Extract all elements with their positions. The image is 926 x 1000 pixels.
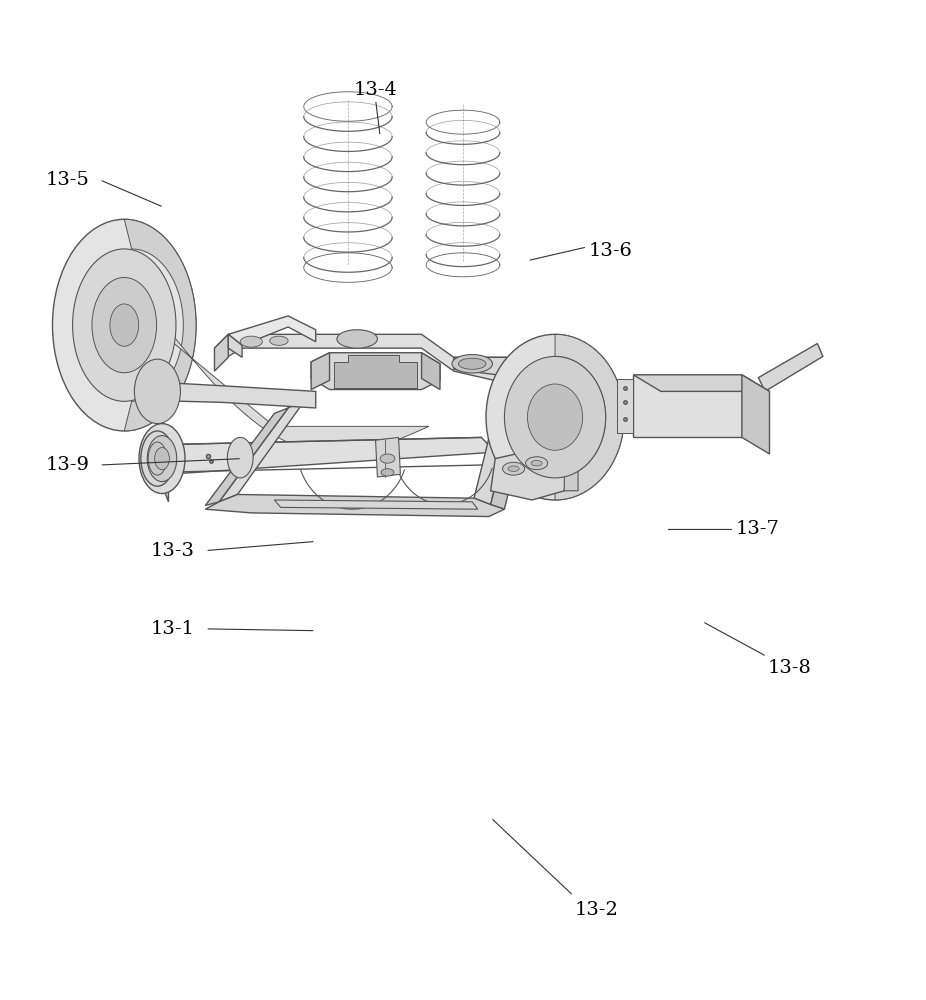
Text: 13-9: 13-9 [45, 456, 89, 474]
Polygon shape [206, 408, 288, 506]
Text: 13-2: 13-2 [574, 901, 619, 919]
Ellipse shape [337, 330, 378, 348]
Polygon shape [157, 445, 169, 502]
Ellipse shape [53, 219, 196, 431]
Ellipse shape [508, 466, 519, 471]
Polygon shape [491, 401, 530, 509]
Ellipse shape [269, 336, 288, 345]
Polygon shape [229, 316, 316, 345]
Polygon shape [633, 375, 742, 437]
Polygon shape [742, 375, 770, 454]
Text: 13-1: 13-1 [151, 620, 195, 638]
Ellipse shape [240, 336, 262, 347]
Ellipse shape [532, 460, 542, 466]
Ellipse shape [228, 437, 253, 478]
Text: 13-5: 13-5 [45, 171, 89, 189]
Ellipse shape [503, 462, 525, 475]
Polygon shape [421, 353, 440, 390]
Ellipse shape [458, 358, 486, 369]
Polygon shape [311, 353, 440, 390]
Text: 13-6: 13-6 [588, 242, 632, 260]
Polygon shape [555, 334, 624, 500]
Polygon shape [157, 316, 429, 453]
Text: 13-8: 13-8 [768, 659, 812, 677]
Polygon shape [537, 449, 578, 491]
Text: 13-7: 13-7 [735, 520, 780, 538]
Polygon shape [311, 353, 330, 390]
Text: 13-3: 13-3 [151, 542, 195, 560]
Polygon shape [454, 357, 592, 382]
Ellipse shape [147, 436, 177, 482]
Ellipse shape [92, 277, 156, 373]
Polygon shape [215, 334, 610, 394]
Polygon shape [633, 375, 770, 391]
Ellipse shape [141, 431, 174, 486]
Polygon shape [274, 500, 478, 509]
Polygon shape [334, 355, 417, 388]
Polygon shape [124, 219, 196, 431]
Ellipse shape [110, 304, 139, 346]
Polygon shape [215, 334, 229, 371]
Polygon shape [157, 437, 495, 474]
Text: 13-4: 13-4 [354, 81, 397, 99]
Ellipse shape [526, 457, 547, 470]
Ellipse shape [382, 469, 394, 476]
Ellipse shape [134, 359, 181, 424]
Polygon shape [157, 382, 316, 408]
Polygon shape [376, 437, 400, 477]
Polygon shape [219, 401, 305, 502]
Polygon shape [491, 449, 569, 500]
Polygon shape [206, 494, 505, 517]
Ellipse shape [72, 249, 176, 401]
Ellipse shape [486, 334, 624, 500]
Ellipse shape [139, 424, 185, 494]
Polygon shape [229, 334, 242, 357]
Ellipse shape [148, 442, 167, 475]
Polygon shape [758, 344, 823, 391]
Polygon shape [617, 379, 633, 433]
Ellipse shape [528, 384, 582, 450]
Ellipse shape [505, 356, 606, 478]
Ellipse shape [452, 355, 493, 373]
Ellipse shape [155, 448, 169, 470]
Polygon shape [474, 394, 517, 505]
Ellipse shape [381, 454, 394, 463]
